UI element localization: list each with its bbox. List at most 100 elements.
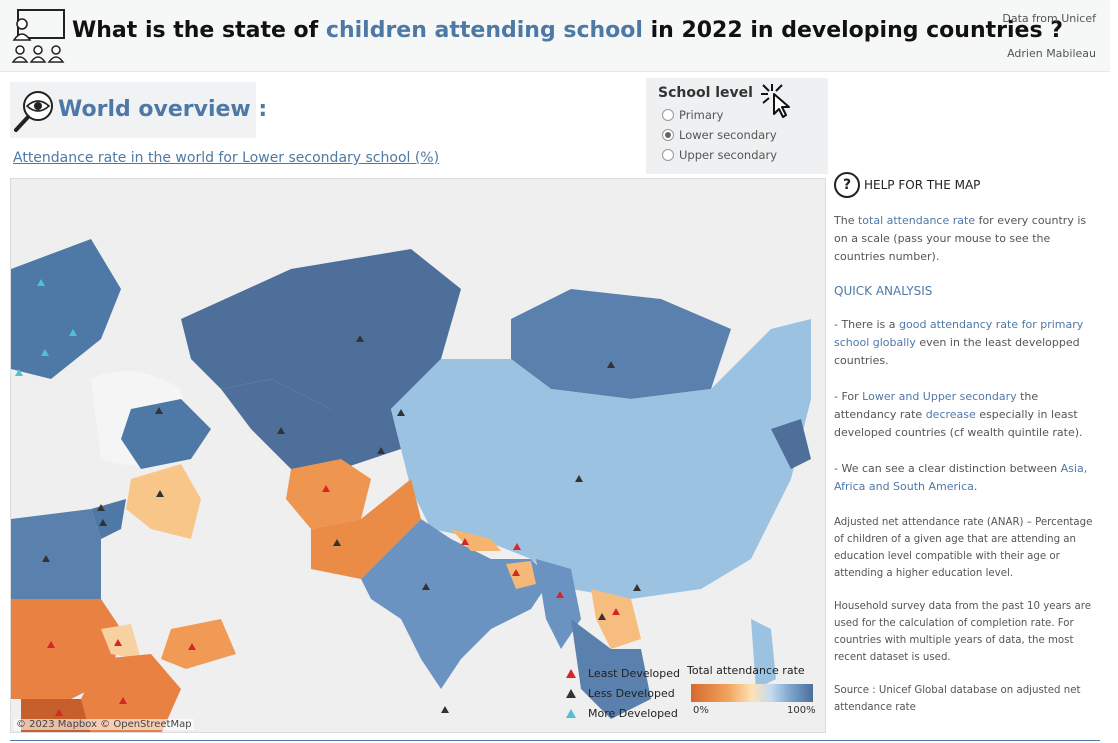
attendance-map[interactable]: Least Developed Less Developed More Deve… xyxy=(10,178,826,733)
radio-upper-secondary-circle[interactable] xyxy=(662,149,674,161)
radio-lower-secondary-label: Lower secondary xyxy=(679,128,777,142)
help-paragraph-primary: - There is a good attendancy rate for pr… xyxy=(834,318,1084,367)
cyan-triangle-icon xyxy=(566,709,576,718)
region-iraq[interactable] xyxy=(126,464,201,539)
marker-more-developed[interactable] xyxy=(37,279,45,286)
marker-less-developed[interactable] xyxy=(356,335,364,342)
marker-less-developed[interactable] xyxy=(607,361,615,368)
region-nepal[interactable] xyxy=(451,529,501,551)
marker-less-developed[interactable] xyxy=(598,613,606,620)
region-korea[interactable] xyxy=(771,419,811,469)
radio-primary-label: Primary xyxy=(679,108,724,122)
region-indochina[interactable] xyxy=(571,619,651,719)
marker-least-developed[interactable] xyxy=(556,591,564,598)
region-india[interactable] xyxy=(361,519,551,689)
marker-less-developed[interactable] xyxy=(97,504,105,511)
credit-source: Data from Unicef xyxy=(1002,12,1096,25)
marker-less-developed[interactable] xyxy=(156,490,164,497)
marker-less-developed[interactable] xyxy=(155,407,163,414)
attendance-gradient-bar xyxy=(691,684,813,702)
gradient-high-label: 100% xyxy=(787,705,816,716)
map-title[interactable]: Attendance rate in the world for Lower s… xyxy=(13,150,440,166)
survey-note: Household survey data from the past 10 y… xyxy=(834,601,1091,663)
region-kazakhstan[interactable] xyxy=(181,249,461,409)
map-attribution[interactable]: © 2023 Mapbox © OpenStreetMap xyxy=(14,719,194,730)
marker-more-developed[interactable] xyxy=(69,329,77,336)
region-mongolia[interactable] xyxy=(511,289,731,399)
marker-less-developed[interactable] xyxy=(377,447,385,454)
region-china[interactable] xyxy=(391,319,811,599)
region-yemen[interactable] xyxy=(161,619,236,669)
radio-upper-secondary-label: Upper secondary xyxy=(679,148,778,162)
map-canvas[interactable] xyxy=(11,179,826,733)
marker-less-developed[interactable] xyxy=(397,409,405,416)
help-paragraph-distinction: - We can see a clear distinction between… xyxy=(834,462,1088,493)
help-header: ? HELP FOR THE MAP xyxy=(834,172,1096,198)
marker-more-developed[interactable] xyxy=(15,369,23,376)
marker-less-developed[interactable] xyxy=(277,427,285,434)
header: What is the state of children attending … xyxy=(0,0,1110,72)
region-bangladesh[interactable] xyxy=(506,561,536,589)
legend-less-developed: Less Developed xyxy=(566,687,675,700)
footer-divider xyxy=(10,740,1100,741)
source-note: Source : Unicef Global database on adjus… xyxy=(834,685,1081,713)
marker-less-developed[interactable] xyxy=(42,555,50,562)
region-eastern-europe[interactable] xyxy=(11,239,121,379)
region-myanmar[interactable] xyxy=(536,559,581,649)
radio-lower-secondary-circle[interactable] xyxy=(662,129,674,141)
marker-group xyxy=(15,279,641,716)
marker-least-developed[interactable] xyxy=(188,643,196,650)
question-icon: ? xyxy=(834,172,860,198)
marker-least-developed[interactable] xyxy=(114,639,122,646)
marker-more-developed[interactable] xyxy=(41,349,49,356)
black-triangle-icon xyxy=(566,689,576,698)
click-cursor-icon xyxy=(761,84,790,118)
region-eritrea[interactable] xyxy=(101,624,141,659)
region-caucasus[interactable] xyxy=(121,399,211,469)
legend-more-developed: More Developed xyxy=(566,707,678,720)
school-level-title: School level xyxy=(658,85,753,101)
world-overview-title: World overview : xyxy=(58,97,268,122)
page-title: What is the state of children attending … xyxy=(72,18,1063,43)
marker-less-developed[interactable] xyxy=(422,583,430,590)
magnifier-eye-icon xyxy=(14,91,53,132)
marker-least-developed[interactable] xyxy=(55,709,63,716)
marker-less-developed[interactable] xyxy=(633,584,641,591)
region-ethiopia[interactable] xyxy=(81,654,181,733)
radio-primary-circle[interactable] xyxy=(662,109,674,121)
region-laos[interactable] xyxy=(591,589,641,649)
region-philippines[interactable] xyxy=(751,619,776,689)
region-pakistan[interactable] xyxy=(311,479,421,579)
world-overview-banner: World overview : xyxy=(10,82,267,138)
credit-author: Adrien Mabileau xyxy=(1007,47,1096,60)
marker-least-developed[interactable] xyxy=(612,608,620,615)
gradient-title: Total attendance rate xyxy=(687,664,805,677)
anar-definition: Adjusted net attendance rate (ANAR) – Pe… xyxy=(834,517,1093,579)
help-title: HELP FOR THE MAP xyxy=(864,178,981,192)
help-panel: ? HELP FOR THE MAP The total attendance … xyxy=(834,172,1096,732)
marker-least-developed[interactable] xyxy=(513,543,521,550)
classroom-icon xyxy=(11,9,65,63)
help-paragraph-secondary: - For Lower and Upper secondary the atte… xyxy=(834,390,1083,439)
legend-least-developed: Least Developed xyxy=(566,667,680,680)
red-triangle-icon xyxy=(566,669,576,678)
marker-less-developed[interactable] xyxy=(333,539,341,546)
region-central-asia[interactable] xyxy=(221,379,401,469)
marker-less-developed[interactable] xyxy=(575,475,583,482)
school-level-filter: School level Primary Lower secondary Upp… xyxy=(646,78,828,174)
marker-least-developed[interactable] xyxy=(322,485,330,492)
radio-primary[interactable]: Primary xyxy=(662,108,723,122)
marker-least-developed[interactable] xyxy=(461,538,469,545)
marker-least-developed[interactable] xyxy=(119,697,127,704)
region-afghanistan[interactable] xyxy=(286,459,371,529)
gradient-low-label: 0% xyxy=(693,705,709,716)
radio-lower-secondary[interactable]: Lower secondary xyxy=(662,128,777,142)
marker-less-developed[interactable] xyxy=(99,519,107,526)
help-paragraph-scale: The total attendance rate for every coun… xyxy=(834,214,1087,263)
quick-analysis-heading: QUICK ANALYSIS xyxy=(834,284,933,298)
marker-least-developed[interactable] xyxy=(47,641,55,648)
marker-less-developed[interactable] xyxy=(441,706,449,713)
marker-least-developed[interactable] xyxy=(512,569,520,576)
radio-upper-secondary[interactable]: Upper secondary xyxy=(662,148,777,162)
region-egypt[interactable] xyxy=(11,509,101,599)
